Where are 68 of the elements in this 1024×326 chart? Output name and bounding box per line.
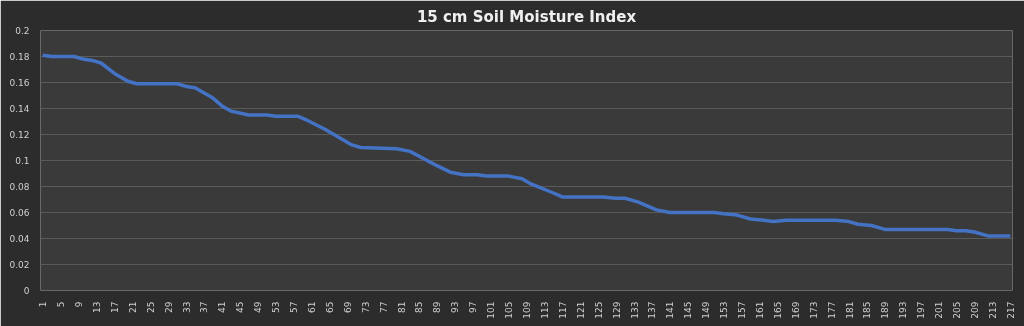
x-tick-label: 37 xyxy=(199,301,210,313)
y-tick-label: 0.02 xyxy=(9,260,30,270)
x-tick-label: 61 xyxy=(307,301,317,313)
x-tick-label: 153 xyxy=(719,301,730,319)
y-tick-label: 0.14 xyxy=(9,104,30,114)
x-tick-label: 45 xyxy=(235,301,246,313)
x-tick-label: 149 xyxy=(701,301,712,319)
x-tick-label: 117 xyxy=(557,301,568,319)
y-tick-label: 0.16 xyxy=(9,78,30,88)
x-tick-label: 97 xyxy=(468,301,479,313)
x-tick-label: 109 xyxy=(522,301,532,319)
x-tick-label: 161 xyxy=(754,301,765,319)
x-tick-label: 137 xyxy=(647,301,658,319)
y-tick-label: 0.2 xyxy=(15,26,30,36)
x-tick-label: 193 xyxy=(898,301,909,319)
y-tick-label: 0.12 xyxy=(9,130,30,140)
y-tick-label: 0.06 xyxy=(9,208,30,218)
x-tick-label: 165 xyxy=(772,301,783,319)
x-tick-label: 49 xyxy=(253,301,264,313)
x-tick-label: 213 xyxy=(987,301,998,319)
x-tick-label: 209 xyxy=(969,301,980,319)
y-tick-label: 0 xyxy=(23,286,30,296)
y-tick-label: 0.18 xyxy=(9,52,30,62)
x-tick-label: 69 xyxy=(342,301,353,313)
chart-title: 15 cm Soil Moisture Index xyxy=(416,7,637,26)
x-tick-label: 133 xyxy=(629,301,640,319)
x-tick-label: 197 xyxy=(916,301,927,319)
x-tick-label: 141 xyxy=(665,301,676,319)
x-tick-label: 29 xyxy=(163,301,174,313)
x-tick-label: 77 xyxy=(378,301,389,313)
x-tick-label: 185 xyxy=(862,301,873,319)
x-tick-label: 113 xyxy=(539,301,550,319)
x-tick-label: 169 xyxy=(790,301,801,319)
x-tick-label: 177 xyxy=(826,301,837,319)
x-tick-label: 189 xyxy=(880,301,891,319)
x-tick-label: 145 xyxy=(683,301,694,319)
x-tick-label: 9 xyxy=(74,301,85,308)
x-tick-label: 105 xyxy=(504,301,515,319)
x-tick-label: 89 xyxy=(432,301,443,313)
x-tick-label: 181 xyxy=(844,301,855,319)
x-tick-label: 57 xyxy=(289,301,300,313)
x-tick-label: 21 xyxy=(127,301,138,313)
y-tick-label: 0.1 xyxy=(15,156,30,166)
x-tick-label: 53 xyxy=(271,301,282,313)
x-tick-label: 17 xyxy=(109,301,120,313)
x-tick-label: 121 xyxy=(575,301,586,319)
x-tick-label: 173 xyxy=(808,301,819,319)
x-tick-label: 41 xyxy=(217,301,228,313)
x-tick-label: 81 xyxy=(396,301,407,313)
x-tick-label: 1 xyxy=(38,301,49,308)
x-tick-label: 201 xyxy=(934,301,945,319)
x-tick-label: 33 xyxy=(181,301,192,313)
y-tick-label: 0.08 xyxy=(9,182,30,192)
x-tick-label: 65 xyxy=(324,301,335,313)
x-tick-label: 205 xyxy=(952,301,963,319)
x-tick-label: 13 xyxy=(91,301,102,313)
x-tick-label: 129 xyxy=(611,301,622,319)
x-tick-label: 125 xyxy=(593,301,604,319)
y-tick-label: 0.04 xyxy=(9,234,30,244)
x-tick-label: 5 xyxy=(56,301,67,308)
x-tick-label: 85 xyxy=(414,301,425,313)
x-tick-label: 217 xyxy=(1005,301,1016,319)
x-tick-label: 73 xyxy=(360,301,371,313)
line-series xyxy=(40,53,1013,238)
x-tick-label: 101 xyxy=(486,301,497,319)
x-tick-label: 157 xyxy=(737,301,747,319)
x-tick-label: 93 xyxy=(450,301,461,313)
x-tick-label: 25 xyxy=(145,301,156,313)
